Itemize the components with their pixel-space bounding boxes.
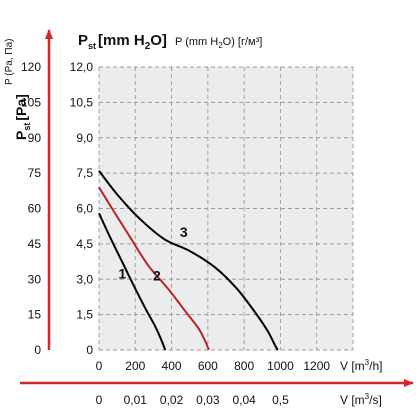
y-tick-label-pa: 30 [28, 272, 42, 286]
y-tick-label-mm: 10,5 [70, 95, 94, 109]
x-tick-label-m3s: 0,02 [160, 393, 184, 407]
x-tick-label-m3h: 800 [234, 359, 254, 373]
y-tick-label-pa: 60 [28, 202, 42, 216]
y-tick-label-mm: 6,0 [76, 202, 93, 216]
x-tick-label-m3s: 0,01 [124, 393, 148, 407]
x-tick-label-m3s: 0 [96, 393, 103, 407]
y-tick-label-mm: 9,0 [76, 131, 93, 145]
x-tick-label-m3h: 600 [198, 359, 218, 373]
x-tick-label-m3h: 0 [96, 359, 103, 373]
curve-label-1: 1 [118, 266, 126, 282]
y-tick-label-mm: 0 [86, 343, 93, 357]
x-tick-label-m3h: 400 [162, 359, 182, 373]
curves: 1 2 3 [98, 170, 279, 351]
curve-2 [98, 186, 210, 351]
x-tick-label-m3s: 0,03 [196, 393, 220, 407]
y-tick-label-mm: 1,5 [76, 308, 93, 322]
y-axis-extra-label: P (Pa, Па) [4, 39, 15, 85]
y-tick-label-mm: 4,5 [76, 237, 93, 251]
y-tick-label-mm: 3,0 [76, 272, 93, 286]
y-tick-label-pa: 90 [28, 131, 42, 145]
y-tick-label-pa: 105 [21, 95, 41, 109]
curve-1 [98, 212, 167, 351]
curve-label-3: 3 [180, 224, 188, 240]
y-tick-label-pa: 120 [21, 60, 41, 74]
x-tick-label-m3h: 200 [125, 359, 145, 373]
x-tick-label-m3s: 0,5 [272, 393, 289, 407]
svg-text:P (Pa, Па): P (Pa, Па) [4, 39, 15, 85]
svg-text:Pst[Pa]: Pst[Pa] [13, 94, 32, 140]
y-tick-label-pa: 45 [28, 237, 42, 251]
x-tick-label-m3s: 0,04 [232, 393, 256, 407]
y-tick-label-pa: 15 [28, 308, 42, 322]
y-axis-pa-title: Pst[Pa] [13, 94, 32, 140]
y-axis-title: Pst [mm H2O] [78, 32, 167, 52]
y-tick-label-mm: 12,0 [70, 60, 94, 74]
y-axis-subtitle: P (mm H2O) [г/м³] [175, 36, 262, 50]
x-tick-label-m3h: 1000 [267, 359, 294, 373]
grid-lines [98, 66, 354, 351]
tick-labels: 015304560759010512001,53,04,56,07,59,010… [21, 60, 330, 407]
y-tick-label-mm: 7,5 [76, 166, 93, 180]
x-axis-title-m3s: V [m3/s] [340, 392, 382, 407]
y-tick-label-pa: 0 [34, 343, 41, 357]
x-tick-label-m3h: 1200 [303, 359, 330, 373]
curve-3 [98, 170, 279, 351]
curve-label-2: 2 [153, 268, 161, 284]
y-tick-label-pa: 75 [28, 166, 42, 180]
x-axis-title-m3h: V [m3/h] [340, 358, 382, 373]
